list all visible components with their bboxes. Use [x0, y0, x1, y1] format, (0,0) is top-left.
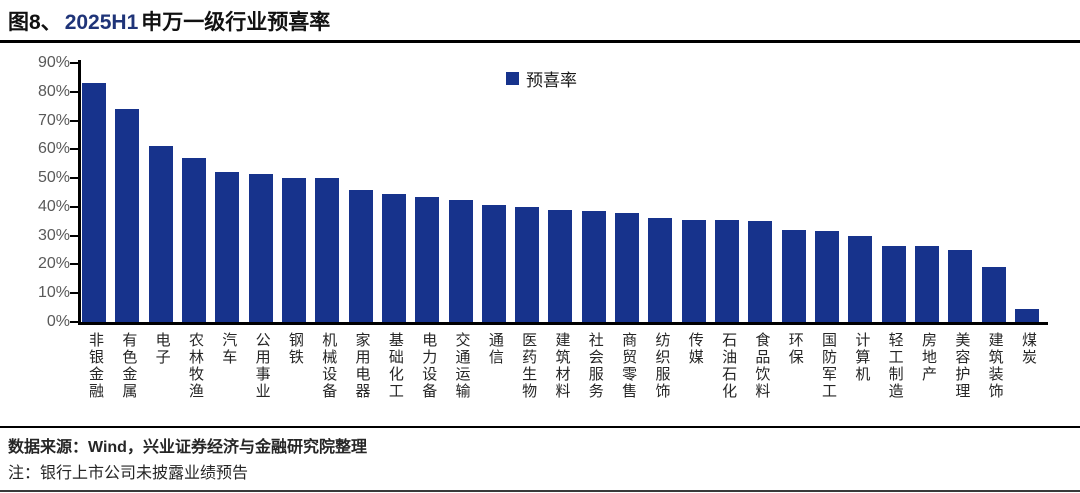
x-axis-label: 环保 — [786, 332, 804, 366]
bar-纺织服饰 — [648, 218, 673, 322]
x-axis-label: 有色金属 — [120, 332, 138, 400]
y-tick-mark — [70, 263, 78, 266]
x-axis-label: 轻工制造 — [886, 332, 904, 400]
bar-计算机 — [848, 235, 873, 322]
data-source-text: 数据来源：Wind，兴业证券经济与金融研究院整理 — [8, 439, 367, 456]
x-axis-label: 公用事业 — [253, 332, 271, 400]
y-tick-label: 90% — [37, 54, 70, 71]
bar-建筑装饰 — [981, 267, 1006, 322]
bar-食品饮料 — [748, 221, 773, 322]
y-tick-mark — [70, 292, 78, 295]
x-axis-label: 通信 — [486, 332, 504, 366]
x-axis-label: 社会服务 — [586, 332, 604, 400]
bar-煤炭 — [1014, 309, 1039, 322]
y-axis-line — [78, 60, 81, 325]
bar-电子 — [148, 146, 173, 322]
x-axis-label: 建筑装饰 — [986, 332, 1004, 400]
bar-商贸零售 — [615, 212, 640, 322]
bar-建筑材料 — [548, 209, 573, 322]
y-tick-mark — [70, 148, 78, 151]
bar-chart: 0% 10% 20% 30% 40% 50% 60% 70% 80% 90% 非银金融 有色金属 电子… — [37, 54, 1048, 400]
y-tick-label: 40% — [37, 197, 70, 215]
figure-title-text: 申万一级行业预喜率 — [141, 11, 331, 34]
x-axis-label: 电力设备 — [420, 332, 438, 400]
y-tick-label: 10% — [37, 284, 70, 302]
bar-农林牧渔 — [181, 157, 206, 322]
bar-交通运输 — [448, 199, 473, 322]
footer-divider-bottom — [0, 490, 1080, 492]
y-tick-mark — [70, 234, 78, 237]
bar-石油石化 — [715, 220, 740, 322]
header-divider — [0, 40, 1080, 43]
x-axis-label: 钢铁 — [286, 332, 304, 366]
x-axis-label: 汽车 — [220, 332, 238, 366]
x-axis-label: 家用电器 — [353, 332, 371, 400]
y-tick-label: 50% — [37, 169, 70, 187]
x-axis-label: 纺织服饰 — [653, 332, 671, 400]
y-tick-label: 0% — [46, 313, 70, 330]
x-axis-label: 建筑材料 — [553, 332, 571, 400]
bar-社会服务 — [581, 211, 606, 322]
x-axis-label: 医药生物 — [520, 332, 538, 400]
y-tick-label: 60% — [37, 140, 70, 158]
bar-电力设备 — [415, 196, 440, 322]
x-axis-label: 非银金融 — [87, 332, 104, 400]
figure-title-period: 2025H1 — [64, 11, 139, 34]
bar-美容护理 — [948, 250, 973, 322]
y-tick-label: 30% — [37, 226, 70, 244]
y-tick-label: 20% — [37, 255, 70, 273]
bar-家用电器 — [348, 189, 373, 322]
x-axis-label: 交通运输 — [453, 332, 471, 400]
y-tick-mark — [70, 205, 78, 208]
footer-divider-top — [0, 426, 1080, 428]
bar-环保 — [781, 229, 806, 322]
footnote-text: 注：银行上市公司未披露业绩预告 — [8, 465, 249, 482]
chart-legend: 预喜率 — [506, 66, 577, 91]
figure-title: 图8、 2025H1 申万一级行业预喜率 — [8, 6, 330, 36]
x-axis-label: 房地产 — [920, 332, 937, 383]
y-tick-label: 70% — [37, 111, 70, 129]
x-axis-label: 传媒 — [686, 332, 704, 366]
bar-汽车 — [215, 172, 240, 322]
figure-title-prefix: 图8、 — [8, 11, 62, 34]
x-axis-label: 煤炭 — [1019, 332, 1037, 366]
x-axis-label: 电子 — [153, 332, 171, 366]
bar-公用事业 — [248, 173, 273, 322]
y-tick-mark — [70, 62, 78, 64]
y-tick-mark — [70, 321, 78, 323]
y-tick-label: 80% — [37, 82, 70, 100]
bar-国防军工 — [815, 231, 840, 322]
x-axis-label: 农林牧渔 — [186, 332, 204, 400]
bar-有色金属 — [115, 109, 140, 322]
bar-轻工制造 — [881, 245, 906, 322]
legend-label: 预喜率 — [526, 71, 577, 90]
x-axis-label: 计算机 — [853, 332, 871, 383]
x-axis-line — [78, 322, 1048, 325]
x-axis-label: 石油石化 — [720, 332, 738, 400]
x-axis-label: 食品饮料 — [753, 332, 771, 400]
bar-传媒 — [681, 219, 706, 322]
y-tick-mark — [70, 177, 78, 180]
bar-钢铁 — [281, 178, 306, 322]
x-axis-label: 机械设备 — [320, 332, 338, 400]
y-tick-mark — [70, 119, 78, 122]
x-axis-label: 国防军工 — [820, 332, 838, 400]
bar-基础化工 — [381, 193, 406, 322]
x-axis-label: 基础化工 — [386, 332, 404, 400]
bar-非银金融 — [82, 83, 106, 322]
bar-机械设备 — [315, 178, 340, 322]
bar-通信 — [481, 205, 506, 322]
legend-swatch-icon — [506, 72, 519, 85]
y-tick-mark — [70, 90, 78, 93]
x-axis-label: 美容护理 — [953, 332, 971, 400]
bar-房地产 — [915, 246, 939, 322]
x-axis-label: 商贸零售 — [620, 332, 638, 400]
bar-医药生物 — [515, 206, 540, 322]
